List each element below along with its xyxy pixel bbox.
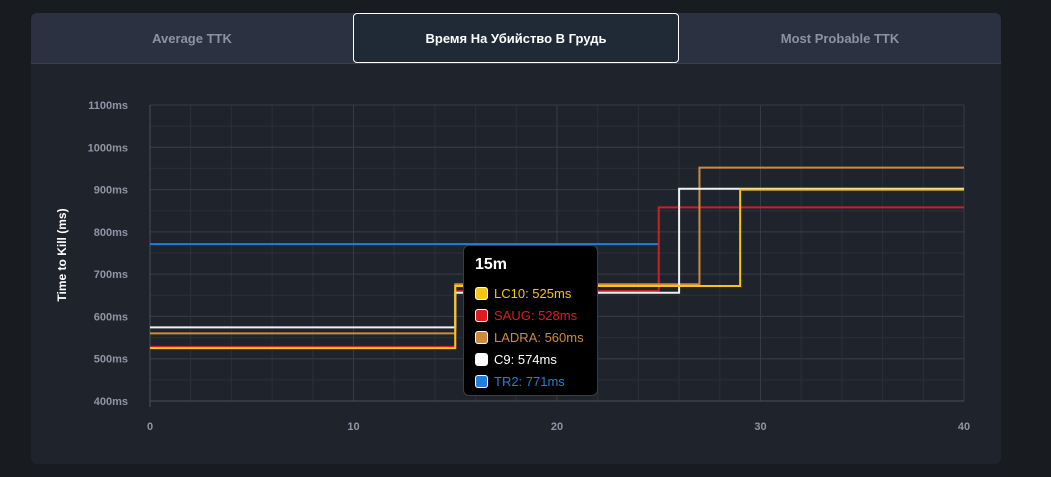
x-tick-label: 0: [147, 421, 153, 433]
y-tick-label: 600ms: [94, 311, 128, 323]
x-axis-ticks: 0 10 20 30 40: [147, 421, 970, 433]
legend-swatch: [475, 374, 488, 388]
y-tick-label: 900ms: [94, 185, 128, 197]
tooltip-item: C9: 574ms: [475, 348, 586, 370]
tooltip-item-label: C9: 574ms: [494, 351, 557, 367]
x-tick-label: 30: [754, 421, 766, 433]
y-tick-label: 800ms: [94, 227, 128, 239]
y-tick-label: 500ms: [94, 354, 128, 366]
tab-chest-ttk[interactable]: Время На Убийство В Грудь: [353, 13, 679, 63]
y-tick-label: 700ms: [94, 269, 128, 281]
tooltip-item-label: TR2: 771ms: [494, 373, 565, 389]
tooltip-title: 15m: [475, 256, 508, 273]
tooltip-item-label: LC10: 525ms: [494, 285, 572, 301]
y-tick-label: 400ms: [94, 396, 128, 408]
legend-swatch: [475, 330, 488, 344]
tab-bar: Average TTK Время На Убийство В Грудь Mo…: [31, 13, 1001, 64]
legend-swatch: [475, 286, 488, 300]
tooltip-item: LADRA: 560ms: [475, 326, 586, 348]
chart-tooltip: 15m LC10: 525ms SAUG: 528ms LADRA: 560ms C9…: [463, 245, 598, 396]
legend-swatch: [475, 352, 488, 366]
tooltip-item-label: SAUG: 528ms: [494, 307, 578, 323]
tooltip-item: TR2: 771ms: [475, 370, 586, 392]
tooltip-item: SAUG: 528ms: [475, 304, 586, 326]
y-tick-label: 1100ms: [88, 100, 128, 112]
x-tick-label: 20: [551, 421, 563, 433]
y-axis-ticks: 400ms 500ms 600ms 700ms 800ms 900ms 1000ms 1100…: [88, 100, 128, 408]
legend-swatch: [475, 308, 488, 322]
y-axis-label: Time to Kill (ms): [55, 208, 69, 301]
x-tick-label: 40: [958, 421, 970, 433]
x-tick-label: 10: [347, 421, 359, 433]
tab-average-ttk[interactable]: Average TTK: [152, 30, 232, 46]
tooltip-item: LC10: 525ms: [475, 282, 586, 304]
y-tick-label: 1000ms: [88, 142, 128, 154]
tooltip-item-label: LADRA: 560ms: [494, 329, 584, 345]
tab-most-probable-ttk[interactable]: Most Probable TTK: [780, 30, 900, 46]
